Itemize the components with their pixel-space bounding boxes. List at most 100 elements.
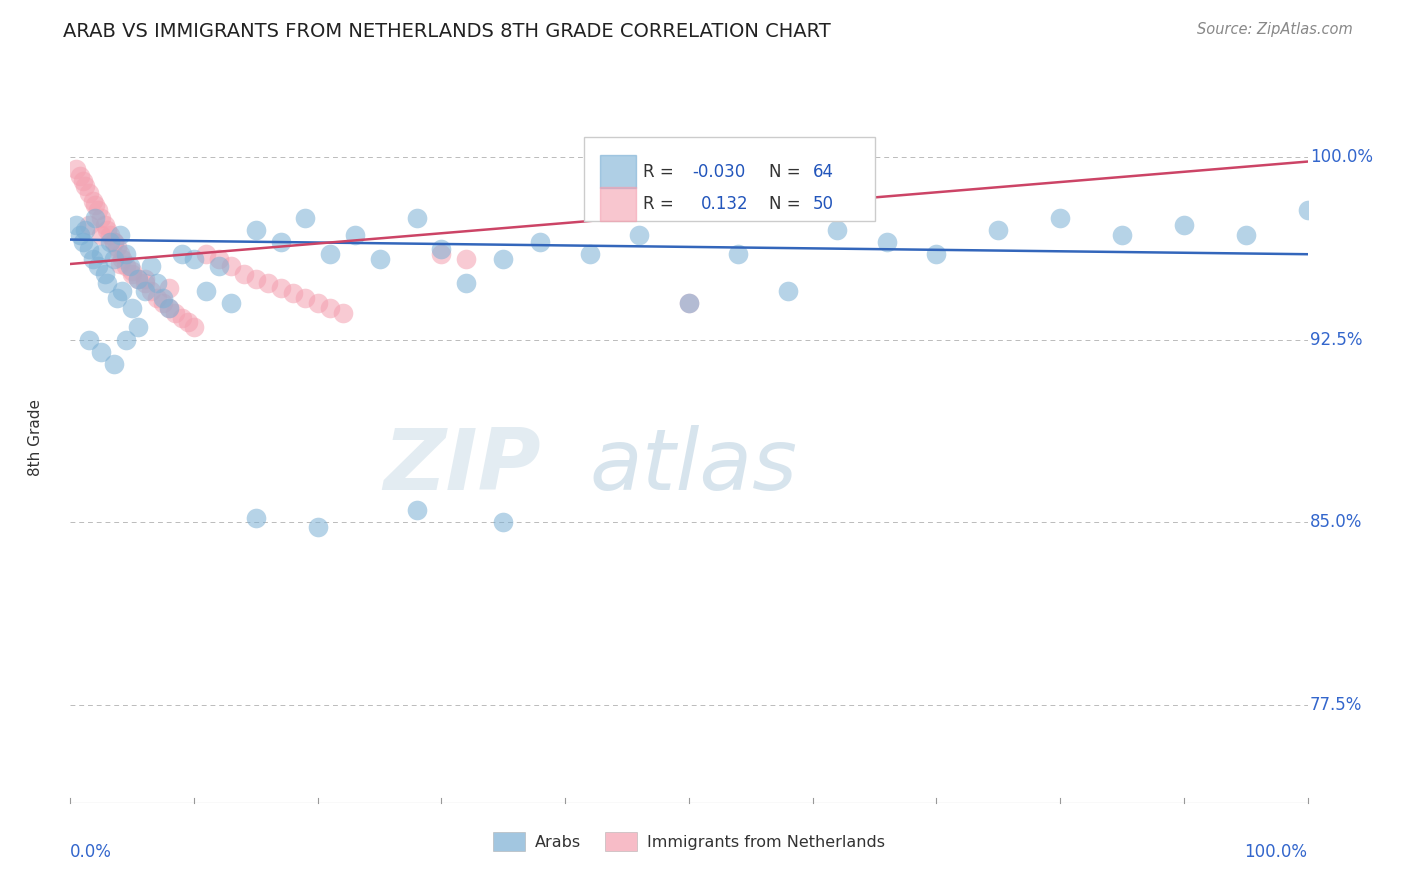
Point	[139, 284, 162, 298]
Point	[82, 252, 104, 266]
Point	[343, 227, 366, 242]
Point	[1049, 211, 1071, 225]
Text: 100.0%: 100.0%	[1244, 843, 1308, 861]
Text: 0.0%: 0.0%	[70, 843, 112, 861]
Point	[121, 301, 143, 315]
Point	[96, 223, 118, 237]
FancyBboxPatch shape	[600, 154, 636, 188]
Point	[127, 320, 149, 334]
Point	[529, 235, 551, 249]
Point	[245, 223, 267, 237]
Point	[319, 301, 342, 315]
Point	[456, 252, 478, 266]
Point	[75, 178, 97, 193]
Point	[96, 277, 118, 291]
Point	[77, 186, 100, 201]
Text: 0.132: 0.132	[702, 194, 749, 213]
Point	[165, 306, 187, 320]
Point	[77, 243, 100, 257]
Point	[405, 503, 427, 517]
Point	[111, 252, 134, 266]
Point	[108, 257, 131, 271]
Point	[105, 240, 128, 254]
Text: 85.0%: 85.0%	[1310, 514, 1362, 532]
Point	[105, 291, 128, 305]
Point	[195, 247, 218, 261]
FancyBboxPatch shape	[583, 137, 875, 221]
Point	[245, 271, 267, 285]
Point	[69, 169, 91, 184]
Point	[319, 247, 342, 261]
Point	[177, 316, 200, 330]
Text: R =: R =	[643, 162, 673, 180]
Point	[103, 235, 125, 249]
Point	[219, 296, 242, 310]
Point	[86, 260, 108, 274]
Point	[1111, 227, 1133, 242]
Point	[232, 267, 254, 281]
Point	[134, 271, 156, 285]
Point	[430, 243, 453, 257]
Text: 92.5%: 92.5%	[1310, 331, 1362, 349]
Point	[115, 333, 138, 347]
Point	[776, 284, 799, 298]
Point	[103, 357, 125, 371]
Text: 100.0%: 100.0%	[1310, 148, 1374, 166]
Point	[65, 161, 87, 176]
Point	[94, 267, 117, 281]
Point	[219, 260, 242, 274]
Point	[678, 296, 700, 310]
Point	[281, 286, 304, 301]
Text: ZIP: ZIP	[382, 425, 540, 508]
Point	[72, 174, 94, 188]
Point	[307, 520, 329, 534]
Point	[82, 194, 104, 208]
Point	[368, 252, 391, 266]
Point	[208, 260, 231, 274]
Point	[65, 218, 87, 232]
Text: -0.030: -0.030	[693, 162, 747, 180]
Point	[121, 264, 143, 278]
Point	[152, 296, 174, 310]
Point	[1173, 218, 1195, 232]
Point	[628, 227, 651, 242]
Point	[115, 260, 138, 274]
Text: atlas: atlas	[591, 425, 799, 508]
Point	[108, 247, 131, 261]
Point	[294, 211, 316, 225]
Point	[86, 203, 108, 218]
Point	[111, 284, 134, 298]
Point	[183, 320, 205, 334]
Point	[492, 252, 515, 266]
Point	[77, 218, 100, 232]
Text: Source: ZipAtlas.com: Source: ZipAtlas.com	[1197, 22, 1353, 37]
Point	[146, 277, 169, 291]
Point	[90, 247, 112, 261]
Point	[152, 291, 174, 305]
Point	[827, 223, 849, 237]
Text: 50: 50	[813, 194, 834, 213]
FancyBboxPatch shape	[600, 187, 636, 220]
Point	[157, 301, 180, 315]
Point	[77, 333, 100, 347]
Point	[430, 247, 453, 261]
Point	[987, 223, 1010, 237]
Point	[195, 284, 218, 298]
Point	[183, 252, 205, 266]
Point	[332, 306, 354, 320]
Point	[103, 252, 125, 266]
Text: ARAB VS IMMIGRANTS FROM NETHERLANDS 8TH GRADE CORRELATION CHART: ARAB VS IMMIGRANTS FROM NETHERLANDS 8TH …	[63, 22, 831, 41]
Point	[90, 227, 112, 242]
Point	[157, 281, 180, 295]
Point	[75, 223, 97, 237]
Point	[294, 291, 316, 305]
Point	[69, 227, 91, 242]
Point	[121, 267, 143, 281]
Text: 8th Grade: 8th Grade	[28, 399, 44, 475]
Text: N =: N =	[769, 194, 801, 213]
Point	[157, 301, 180, 315]
Point	[103, 235, 125, 249]
Point	[270, 281, 292, 295]
Point	[579, 247, 602, 261]
Legend: Arabs, Immigrants from Netherlands: Arabs, Immigrants from Netherlands	[486, 826, 891, 857]
